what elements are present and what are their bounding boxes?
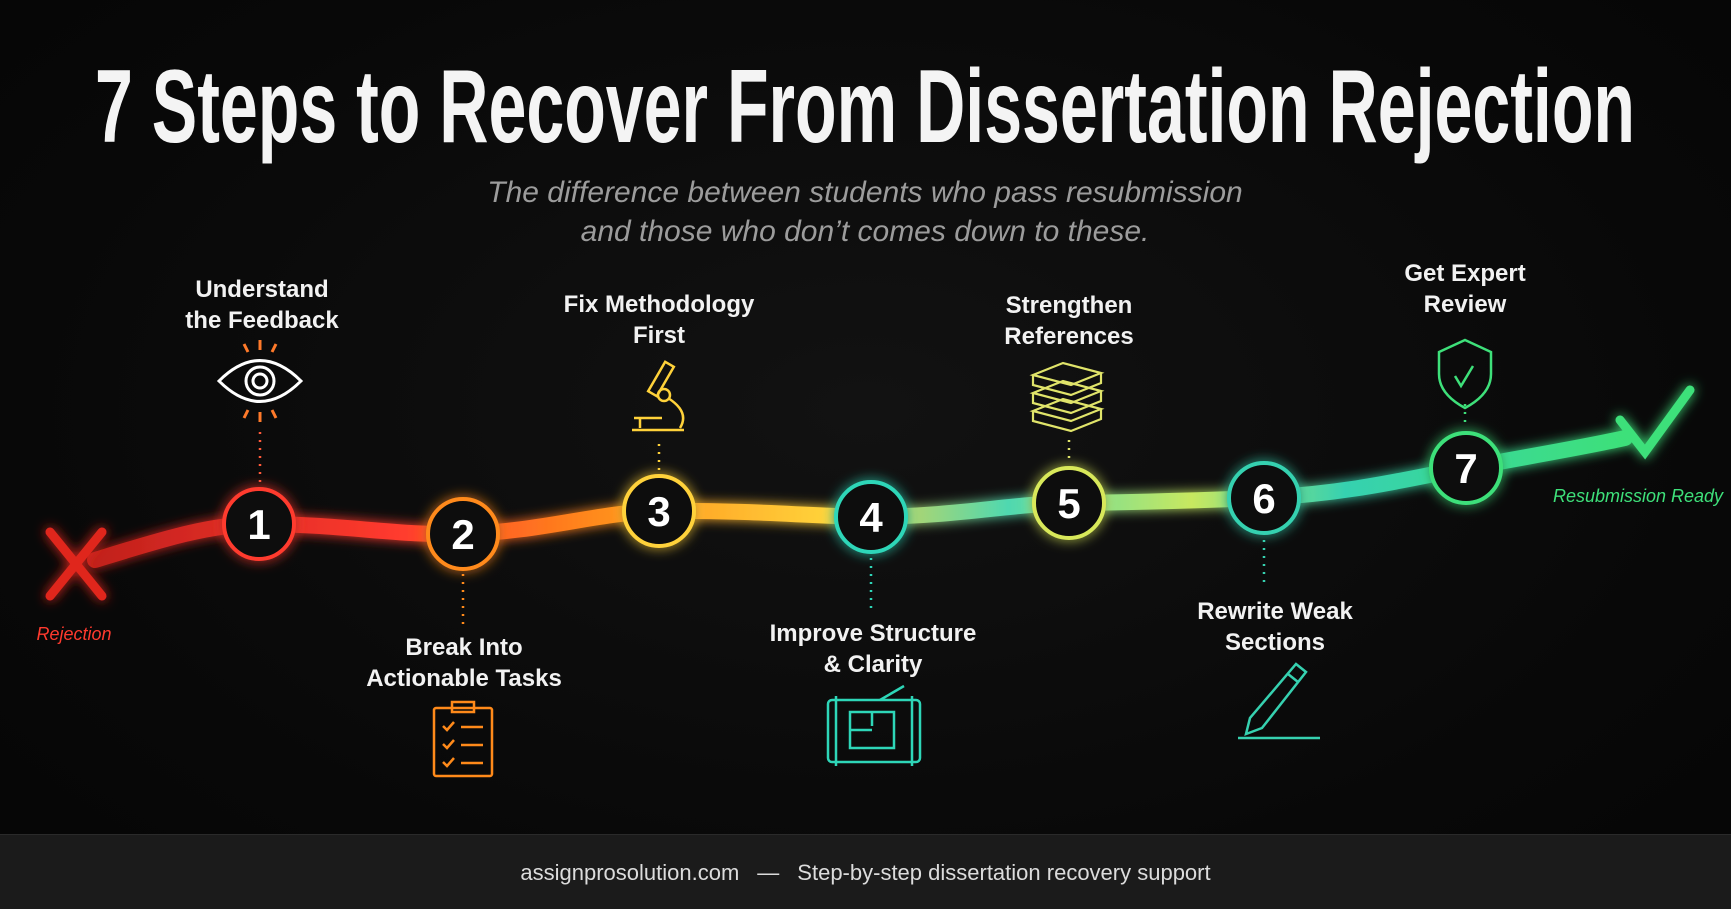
step-2-node (426, 497, 500, 571)
step-7-label-line-1: Get Expert (1404, 260, 1525, 287)
footer: assignprosolution.com — Step-by-step dis… (0, 834, 1731, 909)
step-2: 2 Break Into Actionable Tasks (366, 497, 562, 778)
books-icon (1029, 361, 1105, 433)
step-6-label-line-1: Rewrite Weak (1197, 598, 1353, 625)
step-1-node (222, 487, 296, 561)
step-4-number: 4 (859, 494, 883, 541)
step-7-node (1429, 431, 1503, 505)
step-4-label-line-2: & Clarity (824, 651, 923, 678)
rejection-label: Rejection (36, 624, 111, 644)
footer-site: assignprosolution.com (520, 859, 740, 885)
subtitle-line-1: The difference between students who pass… (487, 176, 1242, 209)
pencil-icon (1238, 662, 1320, 740)
step-6-number: 6 (1252, 475, 1275, 522)
step-3: Fix Methodology First 3 (564, 291, 755, 548)
rejection-x-icon (45, 527, 107, 601)
success-check-icon (1615, 385, 1695, 460)
step-2-label-line-1: Break Into (405, 634, 522, 661)
step-5: Strengthen References 5 (1004, 292, 1134, 540)
step-4-label-line-1: Improve Structure (770, 620, 977, 647)
resubmission-ready-label: Resubmission Ready (1553, 486, 1724, 506)
shield-check-icon (1437, 338, 1493, 410)
step-3-label-line-2: First (633, 322, 685, 349)
step-1-label-line-2: the Feedback (185, 307, 339, 334)
subtitle-line-2: and those who don’t comes down to these. (581, 215, 1150, 248)
step-3-number: 3 (647, 488, 670, 535)
step-7-label-line-2: Review (1424, 291, 1507, 318)
step-6-label-line-2: Sections (1225, 629, 1325, 656)
step-6: 6 Rewrite Weak Sections (1197, 461, 1353, 740)
step-1-number: 1 (247, 501, 270, 548)
footer-separator: — (757, 859, 780, 885)
step-2-label-line-2: Actionable Tasks (366, 665, 562, 692)
step-5-node (1032, 466, 1106, 540)
footer-tagline: Step-by-step dissertation recovery suppo… (797, 859, 1211, 885)
eye-icon (216, 340, 304, 422)
step-2-number: 2 (451, 511, 474, 558)
step-5-number: 5 (1057, 480, 1080, 527)
step-4-node (834, 480, 908, 554)
step-7-number: 7 (1454, 445, 1477, 492)
step-7: Get Expert Review 7 (1404, 260, 1526, 505)
microscope-icon (632, 360, 685, 432)
step-6-node (1227, 461, 1301, 535)
page-title: 7 Steps to Recover From Dissertation Rej… (95, 49, 1635, 165)
step-3-label-line-1: Fix Methodology (564, 291, 755, 318)
blueprint-icon (826, 684, 922, 766)
clipboard-checklist-icon (432, 700, 494, 778)
step-4: 4 Improve Structure & Clarity (770, 480, 977, 766)
step-1-label-line-1: Understand (195, 276, 328, 303)
step-5-label-line-2: References (1004, 323, 1133, 350)
step-1: Understand the Feedback 1 (185, 276, 339, 561)
step-3-node (622, 474, 696, 548)
step-5-label-line-1: Strengthen (1006, 292, 1133, 319)
